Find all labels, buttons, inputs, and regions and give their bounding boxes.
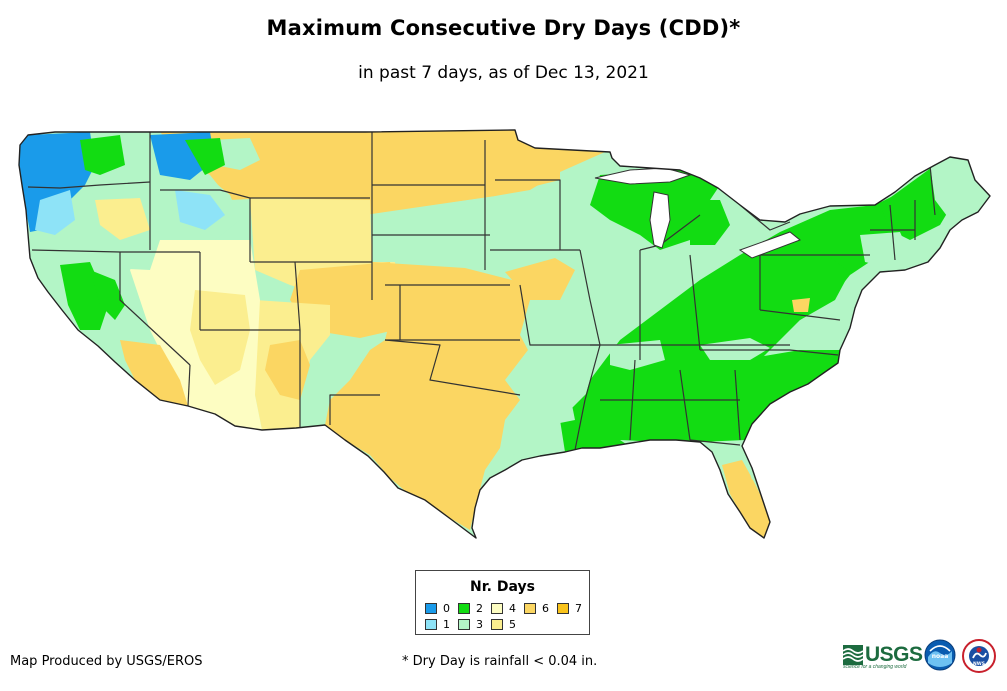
noaa-logo-text: noaa (932, 653, 949, 660)
legend-label-4: 4 (509, 601, 516, 615)
legend-item-5: 5 (491, 618, 516, 631)
legend-item-7: 7 (557, 602, 582, 615)
usgs-wordmark: USGS (865, 643, 923, 666)
legend-label-1: 1 (443, 617, 450, 631)
dry-day-footnote: * Dry Day is rainfall < 0.04 in. (402, 654, 598, 669)
map-credit: Map Produced by USGS/EROS (10, 654, 203, 669)
state-boundaries (27, 132, 936, 451)
legend-item-1: 1 (425, 618, 450, 631)
legend-swatch-2 (458, 603, 470, 614)
legend-title: Nr. Days (470, 579, 535, 595)
legend-item-2: 2 (458, 602, 483, 615)
legend-label-7: 7 (575, 601, 582, 615)
legend-label-3: 3 (476, 617, 483, 631)
legend-item-3: 3 (458, 618, 483, 631)
legend-item-4: 4 (491, 602, 516, 615)
map-title: Maximum Consecutive Dry Days (CDD)* (266, 16, 741, 40)
usgs-tagline: science for a changing world (843, 664, 907, 670)
legend-swatch-7 (557, 603, 569, 614)
nws-logo-text: NWS (973, 661, 985, 667)
legend-label-0: 0 (443, 601, 450, 615)
legend-label-5: 5 (509, 617, 516, 631)
legend-swatch-4 (491, 603, 503, 614)
nws-logo-icon: NWS (962, 639, 996, 673)
legend-swatch-5 (491, 619, 503, 630)
map-subtitle: in past 7 days, as of Dec 13, 2021 (358, 63, 649, 83)
legend-swatch-0 (425, 603, 437, 614)
legend: Nr. Days 0 1 2 3 4 5 6 7 (415, 570, 590, 635)
legend-swatch-3 (458, 619, 470, 630)
legend-item-6: 6 (524, 602, 549, 615)
noaa-logo-icon: noaa (924, 639, 956, 671)
legend-swatch-1 (425, 619, 437, 630)
legend-label-2: 2 (476, 601, 483, 615)
usgs-logo: USGS (843, 640, 923, 670)
legend-swatch-6 (524, 603, 536, 614)
usgs-wave-icon (843, 645, 863, 665)
legend-item-0: 0 (425, 602, 450, 615)
legend-label-6: 6 (542, 601, 549, 615)
us-outline (18, 129, 991, 539)
